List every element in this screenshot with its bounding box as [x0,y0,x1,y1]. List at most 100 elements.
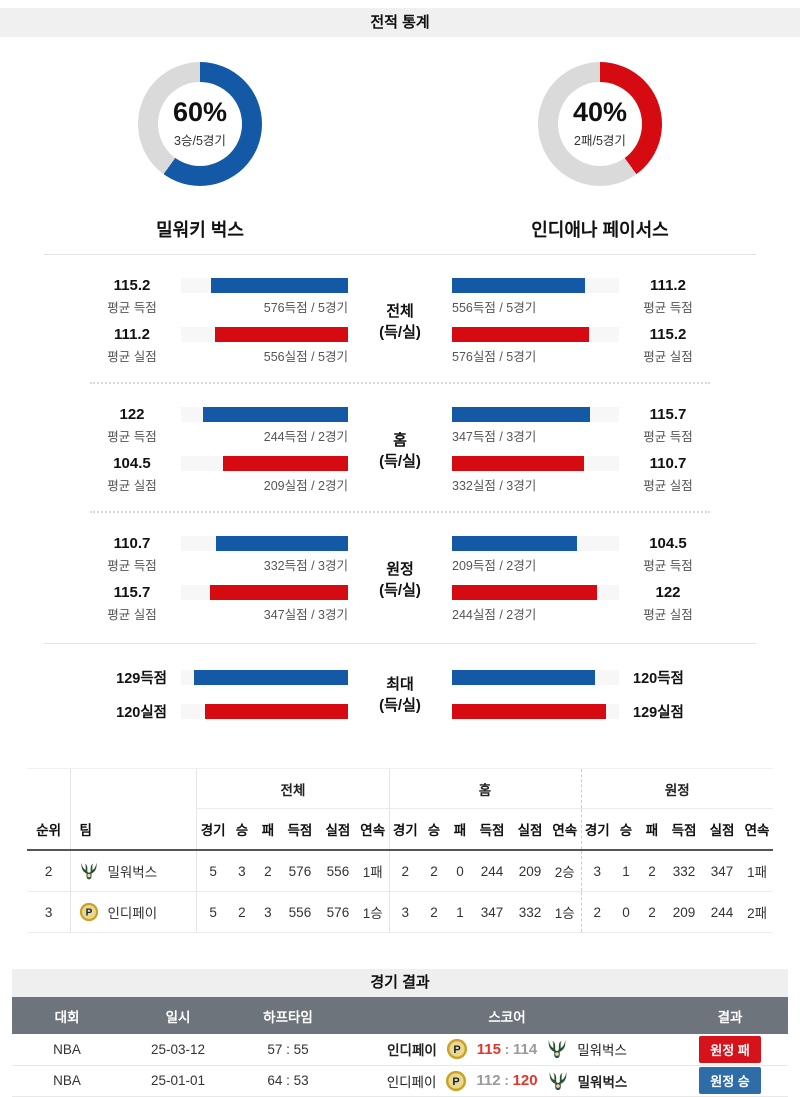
max-stat-label: 129득점 [116,671,167,687]
results-title-band: 경기 결과 [12,969,788,997]
bar-fill [215,327,348,342]
bar-sublabel: 209득점 / 2경기 [452,559,537,573]
bar-fill [452,585,598,600]
bar-track [452,278,619,293]
bar-sublabel: 244득점 / 2경기 [263,430,348,444]
bar-track [452,327,619,342]
right-donut-center: 40% 2패/5경기 [558,82,642,166]
league-value: NBA [12,1065,122,1097]
rank-value: 3 [26,891,71,933]
group-header-overall: 전체 [196,768,389,809]
bucks-logo-icon [81,862,98,880]
max-stat-label: 120실점 [116,705,167,721]
bar-track [452,407,619,422]
stat-value: 104.5 [649,535,687,552]
left-win-percent: 60% [172,97,228,127]
bar-track [181,327,348,342]
stat-label: 평균 실점 [107,608,157,622]
bar-fill [452,278,585,293]
divider [44,254,756,255]
category-label: 원정 (득/실) [379,560,421,599]
bar-track [181,407,348,422]
divider-dotted [90,382,710,384]
home-team-name: 인디페이 [387,1043,437,1059]
bar-sublabel: 347실점 / 3경기 [263,608,348,622]
score-cell: 인디페이 P 112 : 120 밀워벅스 [342,1070,672,1092]
result-row: NBA 25-01-01 64 : 53 인디페이 P 112 : 120 밀워… [12,1065,788,1097]
stat-label: 평균 득점 [107,559,157,573]
comparison-home: 122 평균 득점 244득점 / 2경기 104.5 평균 실점 209실점 … [0,407,800,494]
stat-label: 평균 실점 [107,350,157,364]
col-result: 결과 [672,997,788,1034]
result-badge: 원정 승 [699,1067,761,1094]
bucks-logo-icon [548,1040,566,1059]
stat-label: 평균 득점 [107,301,157,315]
left-team-donut-chart: 60% 3승/5경기 [138,62,262,186]
left-team-name: 밀워키 벅스 [156,220,244,240]
stat-value: 104.5 [113,455,151,472]
category-label: 최대 (득/실) [379,675,421,714]
svg-text:P: P [453,1044,460,1056]
pacers-logo-icon: P [80,902,99,922]
home-score: 112 [476,1072,501,1089]
stat-value: 111.2 [650,277,686,294]
bar-fill [202,407,348,422]
stat-label: 평균 득점 [107,430,157,444]
svg-text:P: P [86,908,93,919]
pacers-logo-icon: P [446,1070,467,1091]
group-header-home: 홈 [388,768,582,809]
col-halftime: 하프타임 [234,997,342,1034]
left-win-record: 3승/5경기 [174,134,226,148]
col-rank: 순위 [26,808,71,851]
stats-title-band: 전적 통계 [0,8,800,37]
stat-label: 평균 실점 [643,608,693,622]
result-badge: 원정 패 [699,1035,761,1063]
bar-track [181,585,348,600]
stat-value: 115.2 [113,277,151,294]
bar-sublabel: 556득점 / 5경기 [452,301,537,315]
bar-track [181,536,348,551]
stat-label: 평균 실점 [643,479,693,493]
group-header-away: 원정 [580,768,774,809]
bar-fill [210,278,348,293]
score-cell: 인디페이 P 115 : 114 밀워벅스 [342,1038,672,1060]
bar-fill [204,704,348,719]
stat-label: 평균 실점 [643,350,693,364]
max-stat-label: 120득점 [633,671,684,687]
bar-fill [215,536,348,551]
bar-track [181,704,348,719]
category-label: 홈 (득/실) [379,431,421,470]
standings-row-bucks: 2 밀워벅스 5 3 2 576 556 1패 2 2 0 244 209 [26,850,774,892]
divider-dotted [90,511,710,513]
bar-track [181,278,348,293]
col-team: 팀 [70,808,197,851]
results-table: 대회 일시 하프타임 스코어 결과 NBA 25-03-12 57 : 55 인… [12,997,788,1097]
standings-group-header-row: 전체 홈 원정 [26,768,774,809]
bar-sublabel: 556실점 / 5경기 [263,350,348,364]
stat-value: 111.2 [114,326,150,343]
rank-value: 2 [26,850,71,892]
away-team-name: 밀워벅스 [577,1074,628,1090]
bar-sublabel: 576득점 / 5경기 [263,301,348,315]
right-win-percent: 40% [572,97,628,127]
stat-value: 115.7 [113,584,151,601]
halftime-value: 57 : 55 [234,1034,342,1066]
bucks-logo-icon [549,1071,566,1090]
left-donut-center: 60% 3승/5경기 [158,82,242,166]
stat-value: 115.7 [649,406,687,423]
stat-label: 평균 득점 [643,301,693,315]
bar-fill [452,704,606,719]
bar-track [452,536,619,551]
date-value: 25-01-01 [122,1065,234,1097]
svg-text:P: P [453,1075,460,1087]
bar-fill [452,536,577,551]
comparison-overall: 115.2 평균 득점 576득점 / 5경기 111.2 평균 실점 556실… [0,278,800,365]
bar-track [181,456,348,471]
win-rate-donuts: 60% 3승/5경기 밀워키 벅스 40% 2패/5경기 인디애나 페이서스 [0,62,800,242]
col-league: 대회 [12,997,122,1034]
bar-track [452,456,619,471]
stat-value: 122 [655,584,681,601]
standings-row-pacers: 3 P 인디페이 5 2 3 556 576 1승 3 2 1 347 [26,891,774,933]
away-score: 120 [512,1072,538,1089]
league-value: NBA [12,1034,122,1066]
